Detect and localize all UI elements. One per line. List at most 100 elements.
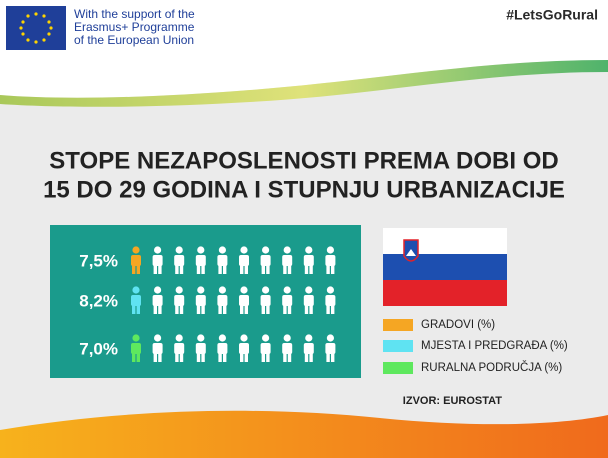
icon-body: [282, 255, 293, 266]
icon-head: [175, 334, 183, 342]
icon-leg: [136, 265, 140, 274]
person-icon: [303, 246, 314, 274]
icon-body: [303, 295, 314, 306]
icon-leg: [223, 353, 227, 362]
value-label: 7,5%: [79, 251, 118, 270]
icon-body: [239, 255, 249, 266]
icon-leg: [309, 305, 313, 314]
person-icon: [195, 334, 206, 362]
value-label: 7,0%: [79, 339, 118, 358]
icon-leg: [304, 265, 309, 274]
icon-leg: [158, 305, 162, 314]
icon-head: [197, 286, 205, 294]
icon-body: [260, 255, 271, 266]
icon-head: [197, 334, 205, 342]
icon-body: [282, 295, 293, 306]
person-icon: [174, 246, 185, 274]
person-icon: [217, 246, 228, 274]
legend-swatch: [383, 362, 413, 374]
icon-head: [132, 334, 140, 342]
icon-leg: [261, 353, 265, 362]
person-icon: [325, 246, 336, 274]
person-icon: [174, 334, 185, 362]
icon-body: [325, 343, 336, 354]
icon-leg: [196, 353, 201, 362]
icon-head: [262, 286, 270, 294]
highlighted-person: [131, 246, 141, 274]
icon-leg: [153, 305, 157, 314]
icon-leg: [179, 265, 184, 274]
person-icon: [195, 286, 206, 314]
person-icon: [152, 334, 163, 362]
icon-leg: [326, 265, 330, 274]
icon-head: [305, 286, 313, 294]
legend-label: MJESTA I PREDGRAĐA (%): [421, 340, 568, 352]
icon-body: [152, 255, 163, 266]
icon-head: [154, 334, 162, 342]
highlighted-person: [131, 286, 141, 314]
icon-head: [218, 334, 226, 342]
icon-leg: [304, 353, 309, 362]
icon-head: [262, 246, 270, 254]
icon-head: [240, 246, 248, 254]
icon-leg: [196, 305, 201, 314]
legend-swatch: [383, 340, 413, 352]
icon-body: [260, 343, 271, 354]
icon-head: [218, 246, 226, 254]
icon-body: [174, 343, 185, 354]
legend-label: GRADOVI (%): [421, 319, 495, 331]
person-icon: [195, 246, 206, 274]
icon-leg: [132, 353, 136, 362]
icon-leg: [132, 265, 136, 274]
flag-stripe: [383, 228, 507, 254]
icon-leg: [326, 305, 330, 314]
icon-head: [283, 286, 291, 294]
icon-leg: [283, 265, 287, 274]
chart-title: 15 DO 29 GODINA I STUPNJU URBANIZACIJE: [43, 176, 565, 203]
icon-head: [326, 246, 334, 254]
icon-leg: [283, 305, 287, 314]
legend-swatch: [383, 319, 413, 331]
icon-leg: [179, 305, 184, 314]
person-icon: [282, 286, 293, 314]
icon-leg: [261, 265, 265, 274]
icon-leg: [331, 353, 335, 362]
person-icon: [325, 334, 336, 362]
highlighted-person: [131, 334, 141, 362]
footer-wave: [0, 410, 608, 458]
icon-head: [262, 334, 270, 342]
icon-head: [305, 246, 313, 254]
person-icon: [260, 334, 271, 362]
icon-leg: [309, 265, 313, 274]
icon-leg: [201, 353, 205, 362]
icon-leg: [261, 305, 265, 314]
icon-leg: [240, 353, 244, 362]
icon-head: [283, 334, 291, 342]
person-icon: [303, 334, 314, 362]
flag-stripe: [383, 254, 507, 280]
icon-head: [197, 246, 205, 254]
support-text: Erasmus+ Programme: [74, 20, 195, 34]
icon-leg: [331, 305, 335, 314]
icon-leg: [175, 265, 179, 274]
icon-body: [239, 343, 249, 354]
icon-leg: [196, 265, 201, 274]
icon-leg: [201, 305, 205, 314]
icon-leg: [266, 353, 270, 362]
icon-leg: [175, 305, 179, 314]
person-icon: [239, 334, 249, 362]
icon-leg: [240, 305, 244, 314]
person-icon: [174, 286, 185, 314]
icon-head: [132, 246, 140, 254]
icon-body: [195, 343, 206, 354]
icon-leg: [132, 305, 136, 314]
icon-leg: [218, 265, 222, 274]
icon-leg: [304, 305, 309, 314]
icon-body: [174, 295, 185, 306]
icon-body: [131, 295, 141, 306]
icon-leg: [244, 305, 248, 314]
icon-body: [282, 343, 293, 354]
icon-leg: [158, 265, 162, 274]
icon-leg: [331, 265, 335, 274]
